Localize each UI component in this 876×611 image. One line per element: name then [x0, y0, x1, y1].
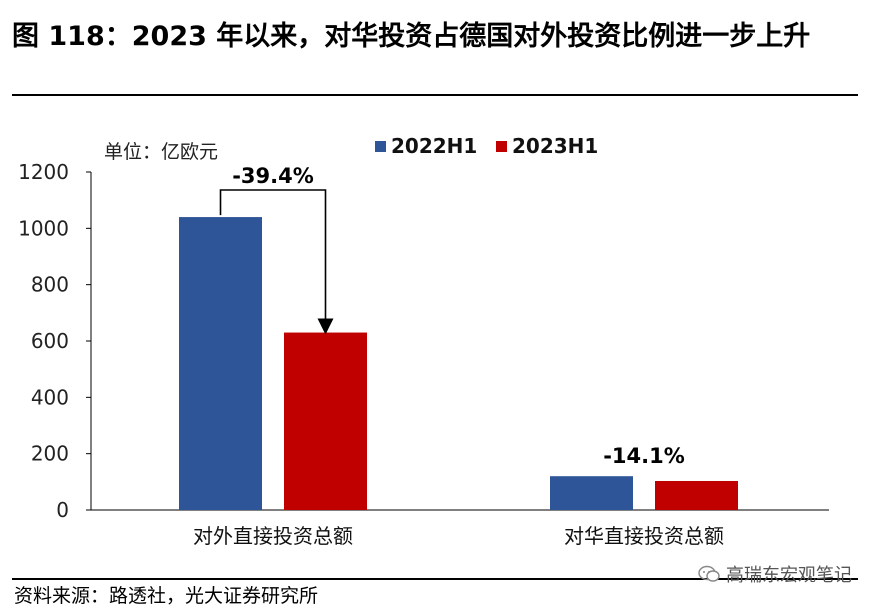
source-note: 资料来源：路透社，光大证券研究所 [14, 585, 319, 607]
y-tick-label: 600 [31, 329, 69, 353]
legend-swatch-2022h1 [375, 141, 386, 152]
watermark: 高瑞东宏观笔记 [698, 561, 852, 587]
x-category-label: 对华直接投资总额 [564, 524, 724, 548]
chart-title: 图 118：2023 年以来，对华投资占德国对外投资比例进一步上升 [12, 21, 811, 52]
footer-divider [12, 578, 858, 580]
bar-2022h1-1 [179, 217, 262, 511]
legend-label-2022h1: 2022H1 [391, 134, 477, 158]
x-category-label: 对外直接投资总额 [193, 524, 353, 548]
y-tick-label: 1200 [18, 160, 69, 184]
bar-2023h1-1 [284, 332, 367, 510]
legend-label-2023h1: 2023H1 [512, 134, 598, 158]
y-tick-label: 1000 [18, 216, 69, 240]
wechat-icon [698, 565, 720, 582]
y-tick-label: 0 [56, 498, 69, 522]
y-tick-label: 800 [31, 273, 69, 297]
bar-2022h1-2 [550, 476, 633, 510]
y-tick-label: 200 [31, 442, 69, 466]
legend-swatch-2023h1 [496, 141, 507, 152]
title-divider [12, 94, 858, 96]
watermark-text: 高瑞东宏观笔记 [726, 565, 852, 586]
unit-label: 单位：亿欧元 [104, 141, 218, 163]
change-label: -14.1% [603, 444, 685, 468]
change-arrow [219, 189, 334, 335]
y-tick-label: 400 [31, 385, 69, 409]
bar-2023h1-2 [655, 480, 738, 510]
change-label: -39.4% [232, 164, 314, 188]
